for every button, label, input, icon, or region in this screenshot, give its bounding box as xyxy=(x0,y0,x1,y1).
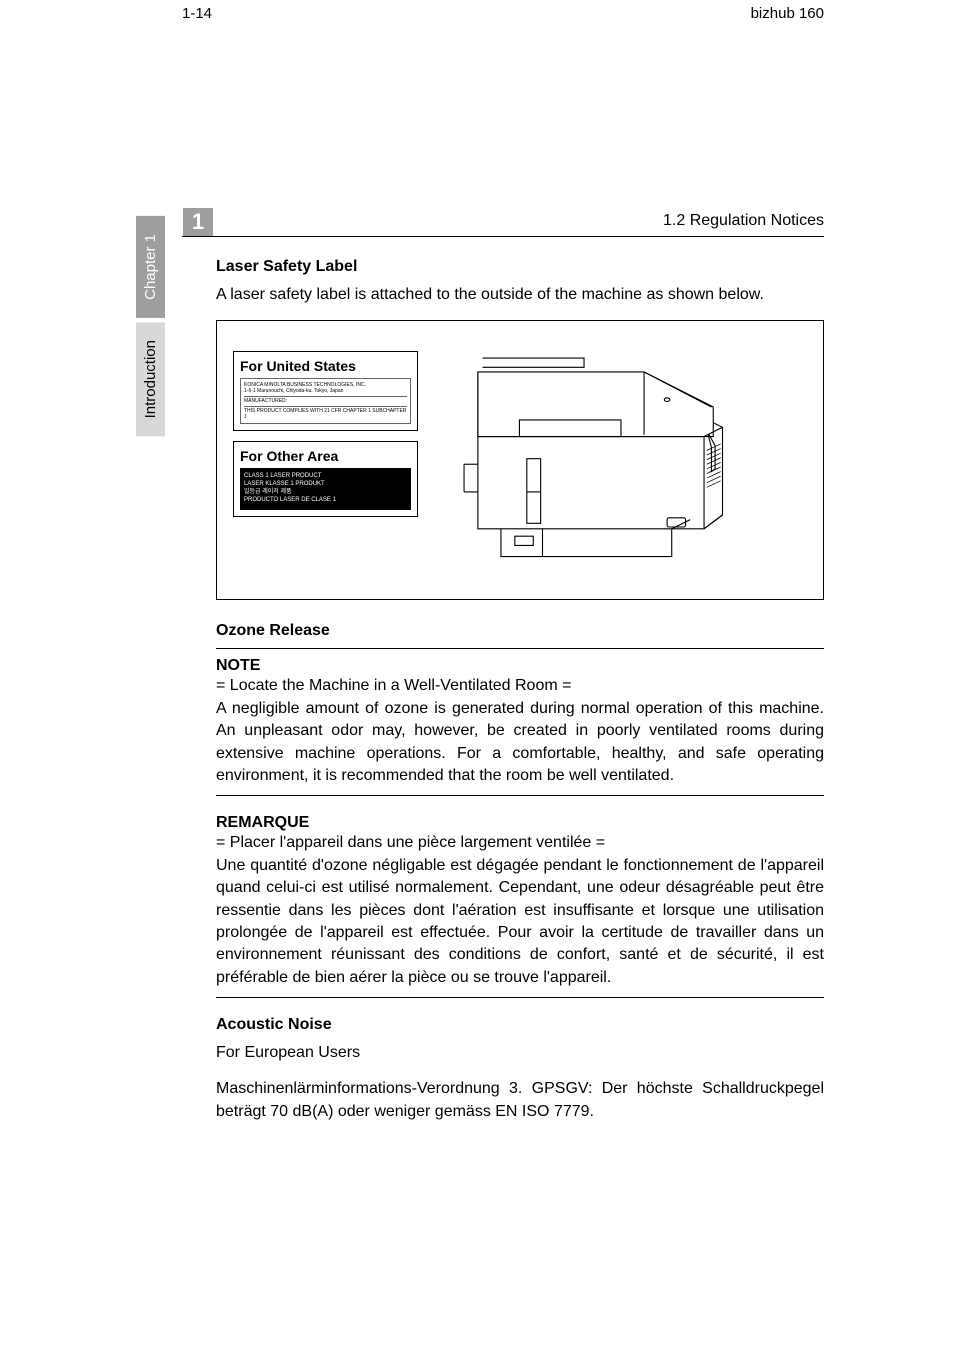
note-rule-top xyxy=(216,648,824,649)
note-block-french: REMARQUE = Placer l'appareil dans une pi… xyxy=(216,814,824,998)
remarque-subtitle: = Placer l'appareil dans une pièce large… xyxy=(216,832,824,854)
laser-label-figure: For United States KONICA MINOLTA BUSINES… xyxy=(216,320,824,600)
note-rule-bottom xyxy=(216,795,824,796)
chapter-tab: Chapter 1 xyxy=(136,216,165,318)
us-label-content: KONICA MINOLTA BUSINESS TECHNOLOGIES, IN… xyxy=(240,378,411,424)
remarque-rule-bottom xyxy=(216,997,824,998)
laser-safety-heading: Laser Safety Label xyxy=(216,258,824,276)
note-block-english: NOTE = Locate the Machine in a Well-Vent… xyxy=(216,648,824,796)
product-name: bizhub 160 xyxy=(751,5,824,22)
note-label: NOTE xyxy=(216,657,824,675)
remarque-body-text: Une quantité d'ozone négligable est déga… xyxy=(216,855,824,989)
other-label-title: For Other Area xyxy=(240,448,411,464)
page-number: 1-14 xyxy=(182,5,212,22)
chapter-number-badge: 1 xyxy=(183,208,213,236)
ozone-release-heading: Ozone Release xyxy=(216,622,824,640)
sidebar-tabs: Chapter 1 Introduction xyxy=(136,216,165,440)
other-label-box: For Other Area CLASS 1 LASER PRODUCT LAS… xyxy=(233,441,418,516)
remarque-label: REMARQUE xyxy=(216,814,824,832)
note-body-text: A negligible amount of ozone is generate… xyxy=(216,698,824,788)
section-tab: Introduction xyxy=(136,322,165,436)
note-subtitle: = Locate the Machine in a Well-Ventilate… xyxy=(216,675,824,697)
acoustic-noise-text: Maschinenlärminformations-Verordnung 3. … xyxy=(216,1078,824,1123)
us-label-title: For United States xyxy=(240,358,411,374)
page-footer: 1-14 bizhub 160 xyxy=(182,0,824,22)
acoustic-noise-subtext: For European Users xyxy=(216,1042,824,1064)
other-label-content: CLASS 1 LASER PRODUCT LASER KLASSE 1 PRO… xyxy=(240,468,411,509)
figure-labels-column: For United States KONICA MINOLTA BUSINES… xyxy=(233,351,418,526)
printer-icon xyxy=(398,335,807,575)
acoustic-noise-heading: Acoustic Noise xyxy=(216,1016,824,1034)
header-rule xyxy=(182,236,824,237)
laser-safety-text: A laser safety label is attached to the … xyxy=(216,284,824,306)
header-section-title: 1.2 Regulation Notices xyxy=(663,212,824,230)
us-label-box: For United States KONICA MINOLTA BUSINES… xyxy=(233,351,418,431)
